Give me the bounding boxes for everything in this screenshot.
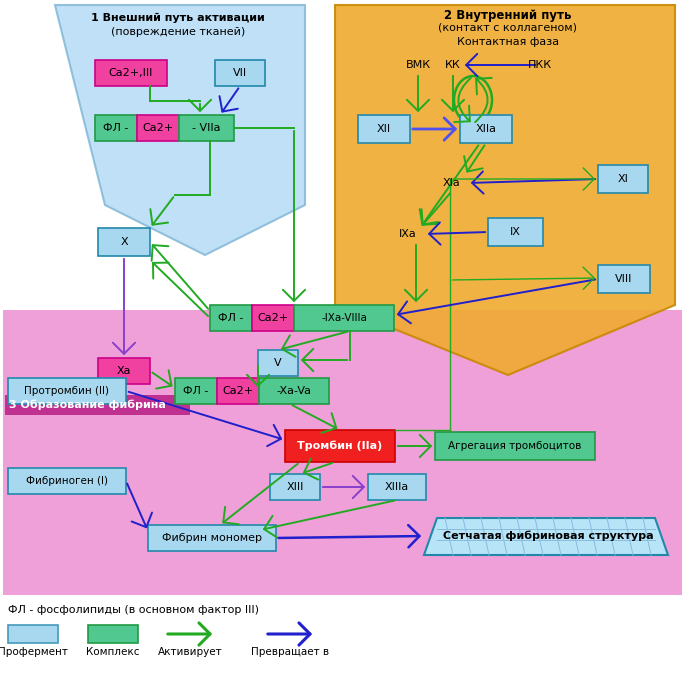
Text: Профермент: Профермент bbox=[0, 647, 68, 657]
Polygon shape bbox=[335, 5, 675, 375]
FancyBboxPatch shape bbox=[98, 228, 150, 256]
Text: (контакт с коллагеном): (контакт с коллагеном) bbox=[438, 23, 577, 33]
FancyBboxPatch shape bbox=[598, 265, 650, 293]
Text: Ca2+: Ca2+ bbox=[258, 313, 288, 323]
Text: 2 Внутренний путь: 2 Внутренний путь bbox=[445, 8, 572, 21]
FancyBboxPatch shape bbox=[8, 378, 126, 404]
Polygon shape bbox=[55, 5, 305, 255]
Text: Превращает в: Превращает в bbox=[251, 647, 329, 657]
Text: Ca2+: Ca2+ bbox=[223, 386, 253, 396]
FancyBboxPatch shape bbox=[179, 115, 234, 141]
Text: (повреждение тканей): (повреждение тканей) bbox=[111, 27, 245, 37]
FancyBboxPatch shape bbox=[217, 378, 259, 404]
FancyBboxPatch shape bbox=[270, 474, 320, 500]
FancyBboxPatch shape bbox=[358, 115, 410, 143]
FancyBboxPatch shape bbox=[258, 350, 298, 376]
Text: КК: КК bbox=[445, 60, 461, 70]
FancyBboxPatch shape bbox=[215, 60, 265, 86]
Text: -IXa-VIIIa: -IXa-VIIIa bbox=[321, 313, 367, 323]
FancyBboxPatch shape bbox=[435, 432, 595, 460]
FancyBboxPatch shape bbox=[8, 468, 126, 494]
Text: Протромбин (II): Протромбин (II) bbox=[25, 386, 110, 396]
FancyBboxPatch shape bbox=[598, 165, 648, 193]
FancyBboxPatch shape bbox=[252, 305, 294, 331]
Text: Фибриноген (I): Фибриноген (I) bbox=[26, 476, 108, 486]
FancyBboxPatch shape bbox=[285, 430, 395, 462]
FancyBboxPatch shape bbox=[175, 378, 217, 404]
Text: Тромбин (IIa): Тромбин (IIa) bbox=[297, 441, 383, 451]
FancyBboxPatch shape bbox=[148, 525, 276, 551]
Text: ВМК: ВМК bbox=[406, 60, 431, 70]
Text: Фибрин мономер: Фибрин мономер bbox=[162, 533, 262, 543]
Text: Ca2+,III: Ca2+,III bbox=[109, 68, 153, 78]
Text: XIIIa: XIIIa bbox=[385, 482, 409, 492]
Text: 1 Внешний путь активации: 1 Внешний путь активации bbox=[91, 13, 265, 23]
FancyBboxPatch shape bbox=[294, 305, 394, 331]
Text: ФЛ -: ФЛ - bbox=[103, 123, 129, 133]
Text: XIa: XIa bbox=[443, 178, 461, 188]
FancyBboxPatch shape bbox=[88, 625, 138, 643]
Text: Сетчатая фибриновая структура: Сетчатая фибриновая структура bbox=[443, 531, 653, 541]
Text: XII: XII bbox=[377, 124, 391, 134]
Text: XIIa: XIIa bbox=[475, 124, 497, 134]
FancyBboxPatch shape bbox=[368, 474, 426, 500]
Text: VIII: VIII bbox=[615, 274, 633, 284]
Text: Xa: Xa bbox=[116, 366, 132, 376]
Text: Агрегация тромбоцитов: Агрегация тромбоцитов bbox=[448, 441, 582, 451]
Text: - VIIa: - VIIa bbox=[192, 123, 221, 133]
FancyBboxPatch shape bbox=[98, 358, 150, 384]
Text: -Xa-Va: -Xa-Va bbox=[277, 386, 312, 396]
Polygon shape bbox=[424, 518, 668, 555]
FancyBboxPatch shape bbox=[488, 218, 543, 246]
FancyBboxPatch shape bbox=[210, 305, 252, 331]
Text: IXa: IXa bbox=[399, 229, 417, 239]
FancyBboxPatch shape bbox=[8, 625, 58, 643]
Text: XI: XI bbox=[618, 174, 628, 184]
Text: 3 Образование фибрина: 3 Образование фибрина bbox=[9, 400, 166, 411]
FancyBboxPatch shape bbox=[95, 60, 167, 86]
Text: IX: IX bbox=[510, 227, 521, 237]
Text: ПКК: ПКК bbox=[528, 60, 552, 70]
FancyBboxPatch shape bbox=[95, 115, 137, 141]
FancyBboxPatch shape bbox=[259, 378, 329, 404]
Text: Активирует: Активирует bbox=[158, 647, 223, 657]
Text: ФЛ - фосфолипиды (в основном фактор III): ФЛ - фосфолипиды (в основном фактор III) bbox=[8, 605, 259, 615]
FancyBboxPatch shape bbox=[460, 115, 512, 143]
Text: VII: VII bbox=[233, 68, 247, 78]
FancyBboxPatch shape bbox=[5, 395, 190, 415]
Text: X: X bbox=[120, 237, 128, 247]
Text: Комплекс: Комплекс bbox=[86, 647, 140, 657]
Text: V: V bbox=[274, 358, 282, 368]
Text: ФЛ -: ФЛ - bbox=[219, 313, 244, 323]
Text: XIII: XIII bbox=[286, 482, 303, 492]
Text: ФЛ -: ФЛ - bbox=[184, 386, 209, 396]
FancyBboxPatch shape bbox=[137, 115, 179, 141]
Text: Ca2+: Ca2+ bbox=[142, 123, 173, 133]
Text: Контактная фаза: Контактная фаза bbox=[457, 37, 559, 47]
FancyBboxPatch shape bbox=[3, 310, 682, 595]
